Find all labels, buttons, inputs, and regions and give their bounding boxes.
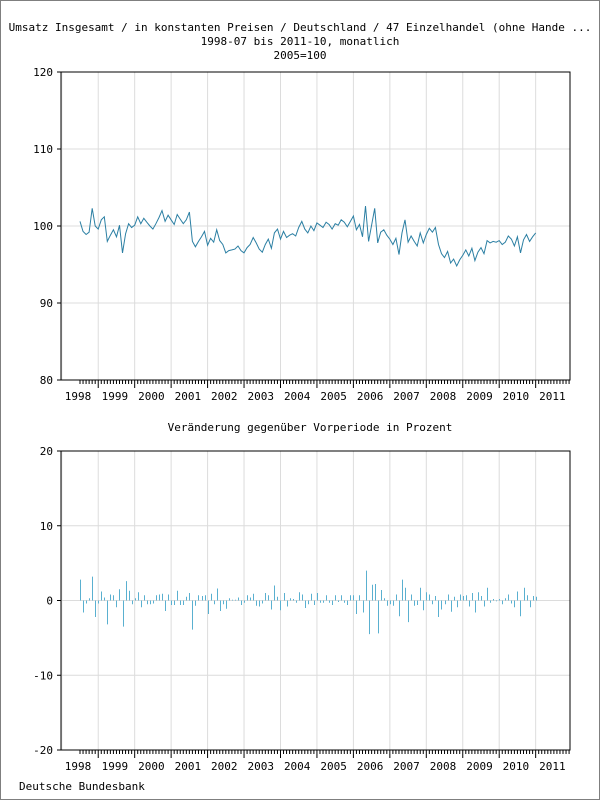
x-tick-label: 2009 bbox=[466, 390, 493, 403]
chart-title-line3: 2005=100 bbox=[273, 49, 327, 62]
x-tick-label: 2008 bbox=[430, 760, 457, 773]
x-tick-label: 2009 bbox=[466, 760, 493, 773]
x-tick-label: 2006 bbox=[357, 390, 384, 403]
x-tick-label: 2004 bbox=[284, 390, 311, 403]
x-tick-label: 2000 bbox=[138, 760, 165, 773]
x-tick-label: 2002 bbox=[211, 760, 238, 773]
bottom-bar-chart: -20 -10 0 10 20 1998 1999 2000 2001 2002 2003 2004 2… bbox=[33, 421, 571, 773]
x-tick-label: 2005 bbox=[320, 390, 347, 403]
chart-subtitle: Veränderung gegenüber Vorperiode in Proz… bbox=[168, 421, 453, 434]
y-tick-label: 20 bbox=[40, 445, 53, 458]
chart-title-line2: 1998-07 bis 2011-10, monatlich bbox=[200, 35, 400, 48]
x-tick-label: 2011 bbox=[539, 390, 566, 403]
x-tick-label: 1999 bbox=[102, 390, 129, 403]
x-tick-label: 2003 bbox=[247, 390, 274, 403]
source-footer: Deutsche Bundesbank bbox=[19, 780, 145, 793]
top-line-chart: 80 90 100 110 120 1998 1999 2000 2001 2002 2003 200… bbox=[33, 66, 571, 403]
chart-title-line1: Umsatz Insgesamt / in konstanten Preisen… bbox=[8, 21, 592, 34]
x-tick-label: 2003 bbox=[247, 760, 274, 773]
x-tick-label: 2004 bbox=[284, 760, 311, 773]
y-tick-label: 90 bbox=[40, 297, 53, 310]
x-tick-label: 2001 bbox=[175, 760, 202, 773]
x-tick-label: 2002 bbox=[211, 390, 238, 403]
y-tick-label: 10 bbox=[40, 520, 53, 533]
x-tick-label: 2011 bbox=[539, 760, 566, 773]
x-tick-label: 2006 bbox=[357, 760, 384, 773]
x-tick-label: 1998 bbox=[65, 760, 92, 773]
y-tick-label: 0 bbox=[46, 595, 53, 608]
x-tick-label: 2007 bbox=[393, 390, 420, 403]
x-tick-label: 2001 bbox=[175, 390, 202, 403]
y-tick-label: 110 bbox=[33, 143, 53, 156]
x-tick-label: 2005 bbox=[320, 760, 347, 773]
x-tick-label: 2008 bbox=[430, 390, 457, 403]
x-tick-label: 2000 bbox=[138, 390, 165, 403]
x-tick-label: 2007 bbox=[393, 760, 420, 773]
plot-border bbox=[60, 71, 571, 381]
x-tick-label: 1998 bbox=[65, 390, 92, 403]
x-tick-label: 2010 bbox=[503, 390, 530, 403]
plot-border bbox=[60, 450, 571, 751]
x-tick-label: 2010 bbox=[503, 760, 530, 773]
x-tick-label: 1999 bbox=[102, 760, 129, 773]
y-tick-label: -10 bbox=[33, 669, 53, 682]
y-tick-label: 100 bbox=[33, 220, 53, 233]
y-tick-label: 120 bbox=[33, 66, 53, 79]
series-line bbox=[79, 205, 537, 268]
y-tick-label: -20 bbox=[33, 744, 53, 757]
y-tick-label: 80 bbox=[40, 374, 53, 387]
